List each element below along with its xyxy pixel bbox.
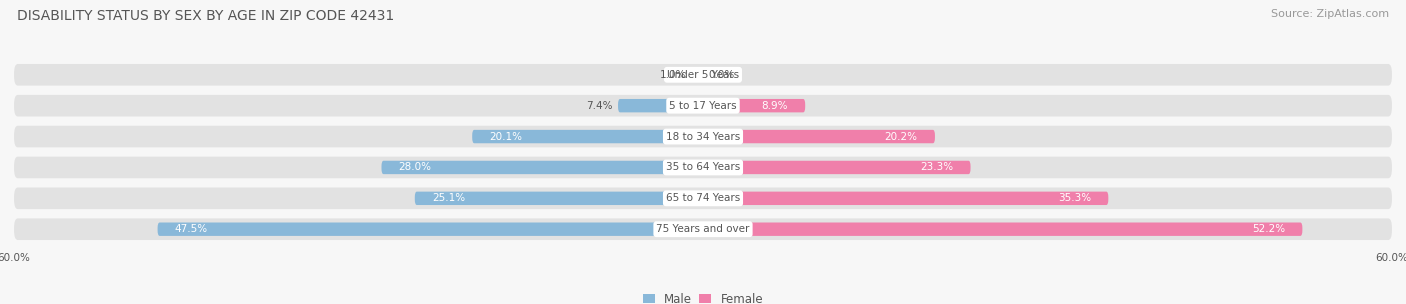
FancyBboxPatch shape (472, 130, 703, 143)
Text: DISABILITY STATUS BY SEX BY AGE IN ZIP CODE 42431: DISABILITY STATUS BY SEX BY AGE IN ZIP C… (17, 9, 394, 23)
Text: 1.0%: 1.0% (659, 70, 686, 80)
Text: 18 to 34 Years: 18 to 34 Years (666, 132, 740, 142)
Text: 8.9%: 8.9% (762, 101, 787, 111)
FancyBboxPatch shape (703, 161, 970, 174)
FancyBboxPatch shape (14, 157, 1392, 178)
Text: 0.0%: 0.0% (709, 70, 735, 80)
FancyBboxPatch shape (703, 99, 806, 112)
Text: 23.3%: 23.3% (920, 162, 953, 172)
Text: 35 to 64 Years: 35 to 64 Years (666, 162, 740, 172)
FancyBboxPatch shape (381, 161, 703, 174)
FancyBboxPatch shape (703, 192, 1108, 205)
Text: Source: ZipAtlas.com: Source: ZipAtlas.com (1271, 9, 1389, 19)
Legend: Male, Female: Male, Female (643, 293, 763, 304)
Text: 65 to 74 Years: 65 to 74 Years (666, 193, 740, 203)
Text: 75 Years and over: 75 Years and over (657, 224, 749, 234)
FancyBboxPatch shape (703, 223, 1302, 236)
FancyBboxPatch shape (415, 192, 703, 205)
Text: 5 to 17 Years: 5 to 17 Years (669, 101, 737, 111)
FancyBboxPatch shape (157, 223, 703, 236)
FancyBboxPatch shape (14, 218, 1392, 240)
FancyBboxPatch shape (619, 99, 703, 112)
FancyBboxPatch shape (14, 126, 1392, 147)
Text: 7.4%: 7.4% (586, 101, 612, 111)
Text: 52.2%: 52.2% (1251, 224, 1285, 234)
Text: Under 5 Years: Under 5 Years (666, 70, 740, 80)
FancyBboxPatch shape (703, 130, 935, 143)
Text: 20.2%: 20.2% (884, 132, 918, 142)
Text: 47.5%: 47.5% (174, 224, 208, 234)
Text: 35.3%: 35.3% (1057, 193, 1091, 203)
Text: 25.1%: 25.1% (432, 193, 465, 203)
FancyBboxPatch shape (14, 95, 1392, 116)
FancyBboxPatch shape (14, 64, 1392, 86)
FancyBboxPatch shape (692, 68, 703, 81)
Text: 28.0%: 28.0% (399, 162, 432, 172)
Text: 20.1%: 20.1% (489, 132, 523, 142)
FancyBboxPatch shape (14, 188, 1392, 209)
